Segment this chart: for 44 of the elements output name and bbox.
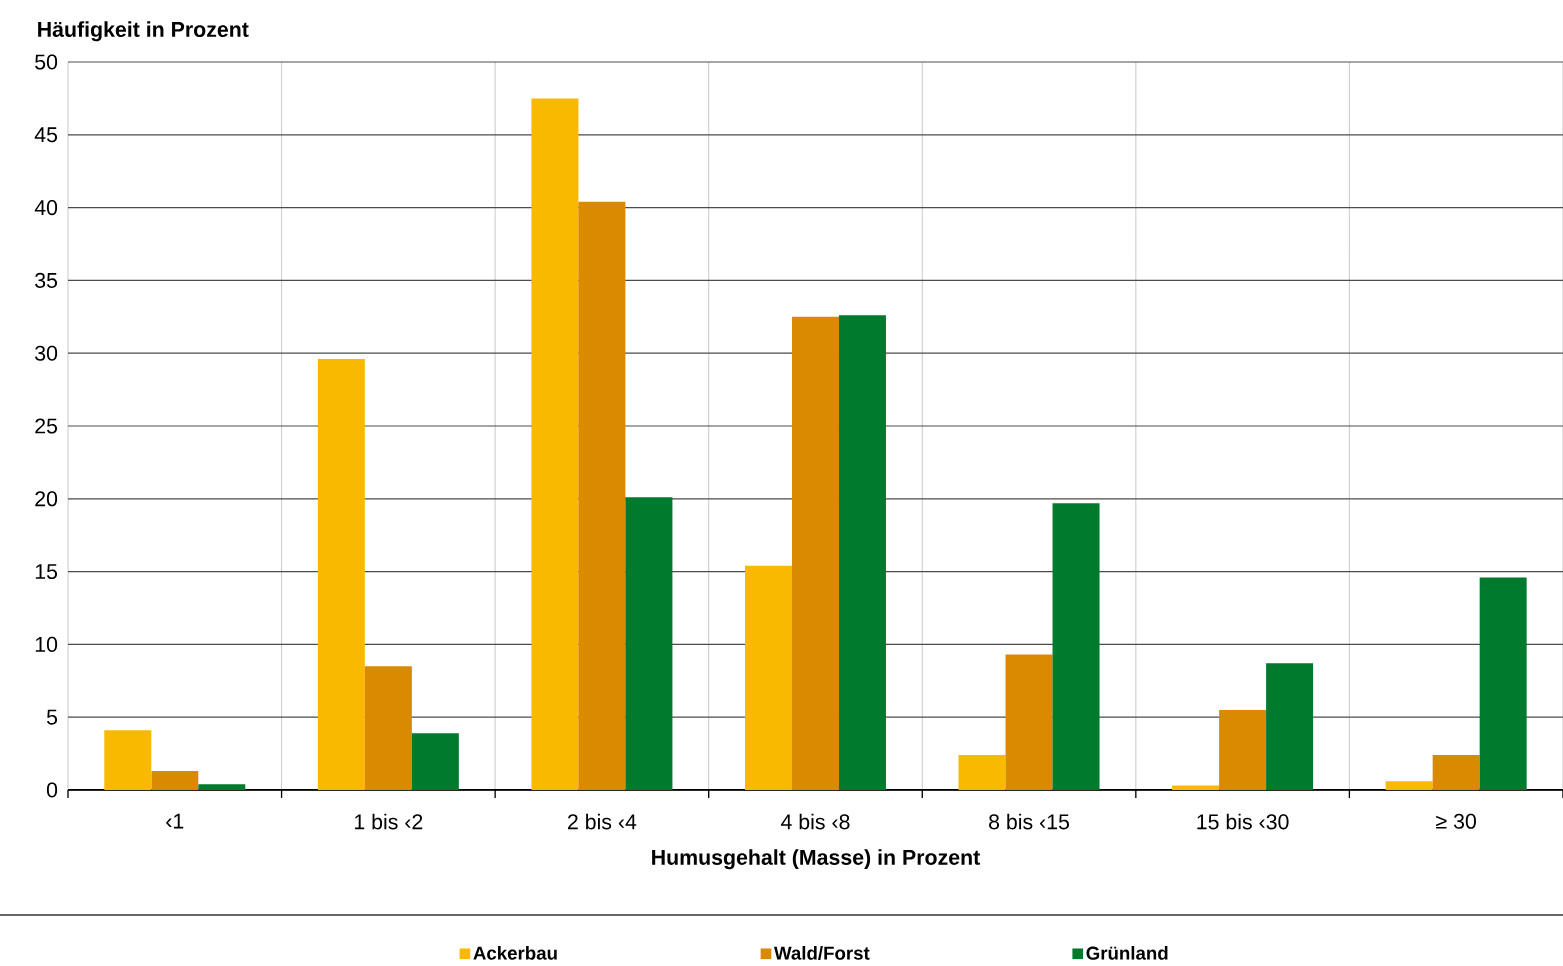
y-axis-title: Häufigkeit in Prozent [38, 21, 249, 42]
x-axis-title: Humusgehalt (Masse) in Prozent [652, 849, 980, 870]
bar [958, 755, 1006, 790]
bar [744, 565, 792, 790]
bar [198, 784, 246, 790]
y-tick-label: 35 [35, 272, 58, 288]
bar [364, 666, 412, 790]
bar [625, 497, 673, 790]
y-tick-label: 45 [34, 127, 58, 143]
x-tick-label: 15 bis ‹30 [1197, 813, 1289, 830]
y-tick-label: 25 [35, 418, 58, 434]
bar [151, 771, 199, 790]
legend-label: Ackerbau [473, 946, 557, 960]
bar [1385, 781, 1433, 790]
bar [1005, 654, 1053, 790]
x-tick-label: 1 bis ‹2 [355, 813, 423, 830]
legend-label: Grünland [1086, 946, 1168, 960]
x-tick-label: 8 bis ‹15 [989, 813, 1070, 830]
y-tick-label: 10 [35, 636, 58, 652]
bar [791, 316, 839, 790]
x-tick-label: ≥ 30 [1436, 813, 1476, 829]
bar [1219, 709, 1267, 790]
y-tick-label: 30 [35, 345, 58, 361]
bar [317, 359, 365, 790]
y-tick-label: 20 [35, 491, 58, 507]
x-tick-label: 2 bis ‹4 [568, 813, 637, 830]
bar [531, 98, 579, 790]
bar [411, 733, 459, 790]
y-tick-label: 50 [35, 54, 58, 70]
bar [1266, 663, 1314, 790]
legend-label: Wald/Forst [774, 946, 870, 960]
bar [838, 315, 886, 790]
bar [1172, 785, 1220, 790]
y-tick-label: 40 [34, 200, 58, 216]
x-tick-label: 4 bis ‹8 [780, 813, 850, 830]
x-tick-label: ‹1 [166, 813, 184, 829]
y-tick-label: 0 [46, 782, 58, 798]
bar [1052, 503, 1100, 790]
y-tick-label: 15 [35, 564, 58, 580]
bar [578, 201, 626, 790]
bar [1432, 755, 1480, 790]
y-tick-label: 5 [46, 709, 58, 725]
bar [104, 730, 152, 790]
bar [1479, 577, 1527, 790]
